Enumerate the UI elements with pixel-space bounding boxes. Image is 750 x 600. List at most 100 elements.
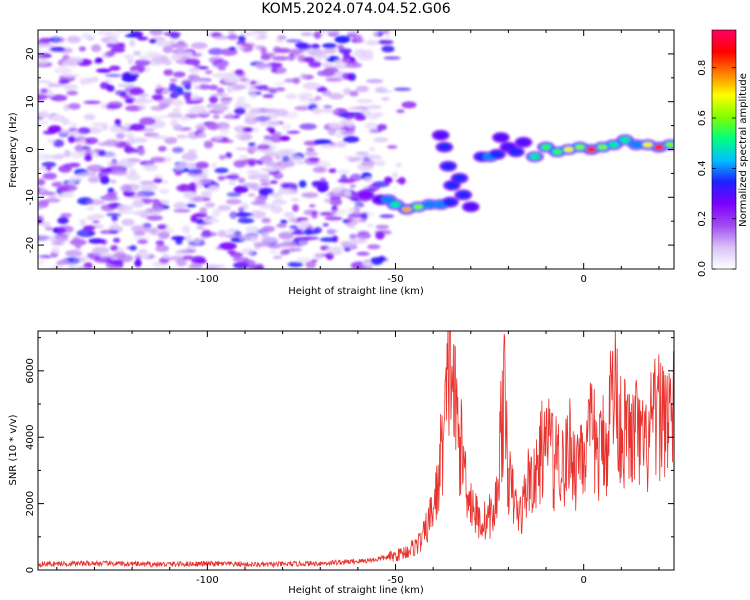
noise-blob <box>334 129 346 133</box>
noise-blob <box>238 77 249 83</box>
noise-blob <box>217 175 226 181</box>
noise-blob <box>110 245 118 251</box>
noise-blob <box>220 97 233 101</box>
noise-blob <box>235 147 248 151</box>
noise-blob <box>173 208 191 213</box>
signal-point <box>629 140 644 149</box>
noise-blob <box>334 35 351 44</box>
noise-blob <box>62 73 81 78</box>
noise-blob <box>253 30 268 34</box>
noise-blob <box>283 211 294 218</box>
noise-blob <box>96 68 112 73</box>
noise-blob <box>355 85 369 93</box>
noise-blob <box>392 171 398 179</box>
noise-blob <box>289 225 299 230</box>
noise-blob <box>163 31 182 37</box>
noise-blob <box>324 216 343 221</box>
noise-blob <box>55 261 67 266</box>
noise-blob <box>349 233 357 240</box>
noise-blob <box>83 100 102 104</box>
noise-blob <box>124 33 143 38</box>
noise-blob <box>327 127 337 136</box>
noise-blob <box>186 203 197 208</box>
noise-blob <box>115 132 125 140</box>
noise-blob <box>208 264 226 269</box>
noise-blob <box>308 60 322 68</box>
noise-blob <box>153 178 163 184</box>
noise-blob <box>172 42 189 50</box>
noise-blob <box>51 247 60 254</box>
noise-blob <box>292 204 299 213</box>
noise-blob <box>149 58 165 66</box>
x-tick-label: 0 <box>580 274 586 285</box>
noise-blob <box>261 139 274 145</box>
noise-blob <box>82 225 96 231</box>
noise-blob <box>347 31 359 35</box>
noise-blob <box>158 145 167 152</box>
noise-blob <box>304 228 313 236</box>
noise-blob <box>174 171 182 176</box>
noise-blob <box>383 176 393 184</box>
noise-blob <box>268 128 276 134</box>
noise-blob <box>287 261 304 268</box>
noise-blob <box>196 221 208 226</box>
noise-blob <box>329 198 343 206</box>
noise-blob <box>60 213 72 218</box>
noise-blob <box>125 173 141 181</box>
noise-blob <box>306 148 315 152</box>
noise-blob <box>272 255 283 259</box>
noise-blob <box>122 124 131 128</box>
signal-point-core <box>563 146 574 153</box>
snr-frame <box>37 330 675 571</box>
noise-blob <box>68 264 77 269</box>
noise-blob <box>156 40 174 48</box>
noise-blob <box>196 226 205 230</box>
noise-blob <box>174 52 192 57</box>
noise-blob <box>368 146 376 152</box>
noise-blob <box>63 163 80 168</box>
y-tick-label: 4000 <box>25 424 36 449</box>
noise-blob <box>303 56 315 63</box>
noise-blob <box>209 95 218 104</box>
noise-blob <box>162 252 170 260</box>
noise-blob <box>66 35 81 44</box>
noise-blob <box>169 78 178 82</box>
noise-blob <box>346 239 357 244</box>
noise-blob <box>106 161 123 166</box>
noise-blob <box>212 114 220 119</box>
noise-blob <box>110 221 119 230</box>
noise-blob <box>91 213 105 218</box>
noise-blob <box>77 127 91 135</box>
noise-blob <box>169 91 179 100</box>
noise-blob <box>132 236 151 241</box>
noise-blob <box>301 192 319 199</box>
noise-blob <box>40 88 48 94</box>
noise-blob <box>204 70 213 75</box>
noise-blob <box>85 77 93 85</box>
noise-blob <box>231 84 247 90</box>
noise-blob <box>326 246 341 252</box>
noise-blob <box>95 57 103 63</box>
noise-blob <box>396 109 405 114</box>
noise-blob <box>137 147 146 156</box>
noise-blob <box>305 261 317 269</box>
noise-blob <box>108 38 119 44</box>
noise-blob <box>108 230 119 234</box>
noise-blob <box>357 218 367 223</box>
noise-blob <box>249 210 266 219</box>
noise-blob <box>101 204 116 212</box>
noise-blob <box>115 90 127 96</box>
noise-blob <box>38 258 45 266</box>
noise-blob <box>233 160 246 168</box>
noise-blob <box>179 161 188 169</box>
noise-blob <box>137 145 144 150</box>
noise-blob <box>308 157 321 162</box>
noise-blob <box>228 180 236 186</box>
noise-blob <box>83 113 96 121</box>
noise-blob <box>309 204 316 208</box>
noise-blob <box>347 106 362 111</box>
noise-blob <box>97 142 113 146</box>
noise-blob <box>323 105 333 109</box>
noise-blob <box>187 74 200 82</box>
noise-blob <box>335 141 347 148</box>
